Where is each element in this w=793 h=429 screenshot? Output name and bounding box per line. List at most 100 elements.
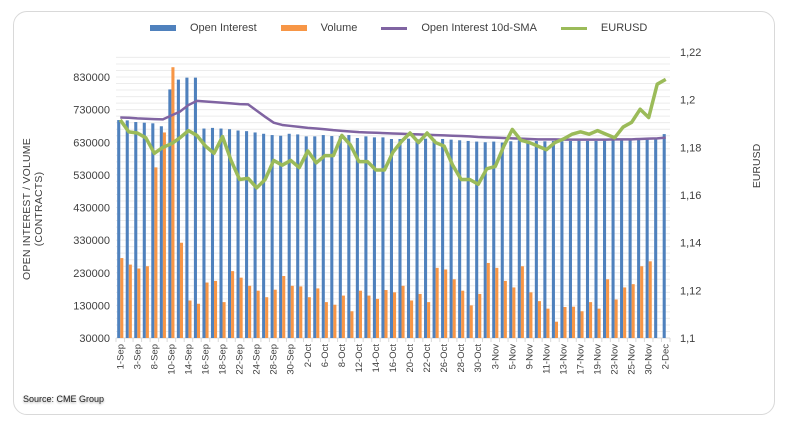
bar-open-interest [662, 134, 666, 338]
bar-open-interest [432, 139, 436, 338]
bar-open-interest [236, 130, 240, 338]
bar-open-interest [253, 132, 257, 338]
bar-open-interest [466, 140, 470, 338]
bar-open-interest [500, 142, 504, 338]
x-tick-label: 10-Sep [166, 344, 177, 375]
bar-open-interest [458, 140, 462, 338]
y2-tick-label: 1,12 [680, 285, 701, 297]
bar-open-interest [142, 122, 146, 338]
y-tick-label: 130000 [73, 300, 110, 312]
x-tick-label: 14-Sep [183, 344, 194, 375]
bar-open-interest [483, 142, 487, 338]
y2-tick-label: 1,1 [680, 333, 695, 345]
bar-open-interest [645, 138, 649, 338]
bar-open-interest [159, 126, 163, 338]
x-tick-label: 26-Oct [439, 344, 450, 373]
legend-swatch-oi-sma [381, 26, 408, 30]
bar-open-interest [313, 136, 317, 338]
bar-volume [401, 285, 405, 338]
legend: Open Interest Volume Open Interest 10d-S… [150, 22, 671, 34]
bar-volume [640, 266, 644, 338]
bar-open-interest [577, 140, 581, 338]
bar-volume [171, 67, 175, 339]
bar-volume [571, 306, 576, 338]
bar-open-interest [219, 128, 223, 338]
bar-volume [333, 304, 337, 338]
bar-open-interest [193, 77, 197, 338]
bar-open-interest [441, 138, 445, 338]
bar-open-interest [185, 77, 189, 338]
bar-open-interest [117, 120, 121, 338]
bar-volume [486, 262, 490, 338]
bar-open-interest [475, 141, 479, 338]
x-tick-label: 16-Sep [200, 344, 211, 375]
x-tick-label: 2-Oct [303, 344, 314, 368]
bar-volume [563, 307, 567, 338]
bar-volume [222, 302, 226, 338]
bar-volume [512, 287, 516, 338]
bar-volume [554, 321, 559, 338]
x-tick-label: 13-Nov [558, 344, 569, 375]
bar-volume [350, 311, 354, 338]
bar-volume [469, 305, 473, 338]
x-tick-label: 6-Oct [320, 344, 331, 368]
bar-open-interest [628, 139, 632, 338]
y-tick-label: 230000 [73, 268, 110, 280]
x-tick-label: 20-Oct [405, 344, 416, 373]
x-tick-label: 3-Sep [132, 344, 143, 369]
bar-open-interest [125, 120, 129, 338]
y2-tick-label: 1,2 [680, 95, 695, 107]
bar-open-interest [347, 135, 351, 338]
bar-volume [375, 298, 380, 338]
bar-volume [248, 285, 252, 338]
x-tick-label: 5-Nov [507, 344, 518, 370]
bar-volume [290, 285, 294, 338]
bar-volume [529, 292, 533, 338]
y2-tick-label: 1,14 [680, 238, 701, 250]
bar-volume [299, 286, 303, 338]
bar-open-interest [270, 135, 274, 338]
x-tick-label: 23-Nov [610, 344, 621, 375]
x-tick-label: 8-Sep [149, 344, 160, 369]
line-oi-sma [120, 99, 666, 141]
y-tick-label: 730000 [73, 105, 110, 117]
bar-open-interest [287, 133, 291, 338]
bar-volume [179, 242, 183, 338]
bar-volume [435, 267, 439, 338]
bar-open-interest [364, 136, 368, 338]
y-tick-label: 830000 [73, 72, 110, 84]
legend-item-oi-sma: Open Interest 10d-SMA [381, 22, 537, 34]
bar-volume [239, 277, 243, 338]
bar-open-interest [304, 136, 308, 338]
x-tick-label: 30-Oct [473, 344, 484, 373]
bar-volume [478, 293, 482, 338]
bar-open-interest [543, 141, 547, 338]
bar-volume [606, 279, 610, 338]
line-eurusd [118, 77, 667, 190]
x-tick-label: 18-Sep [218, 344, 229, 375]
bar-volume [589, 302, 593, 338]
x-tick-label: 17-Nov [576, 344, 587, 375]
x-tick-label: 8-Oct [337, 344, 348, 368]
legend-swatch-open-interest [150, 25, 176, 31]
bar-volume [231, 271, 235, 338]
bar-volume [162, 132, 166, 338]
legend-label: Volume [320, 22, 358, 34]
bar-open-interest [585, 140, 590, 338]
y-tick-label: 630000 [73, 137, 110, 149]
bar-volume [444, 269, 448, 338]
bar-open-interest [296, 134, 300, 338]
bar-open-interest [568, 140, 572, 338]
legend-item-eurusd: EURUSD [560, 22, 648, 34]
legend-item-volume: Volume [280, 22, 358, 34]
y-tick-label: 30000 [79, 333, 110, 345]
bar-open-interest [398, 138, 402, 338]
legend-label: EURUSD [600, 22, 648, 34]
bar-volume [307, 297, 311, 338]
bar-volume [273, 289, 277, 338]
x-tick-label: 14-Oct [371, 344, 382, 373]
bar-open-interest [603, 140, 607, 338]
bar-open-interest [654, 138, 658, 338]
bar-open-interest [534, 140, 538, 338]
bar-volume [120, 258, 124, 338]
